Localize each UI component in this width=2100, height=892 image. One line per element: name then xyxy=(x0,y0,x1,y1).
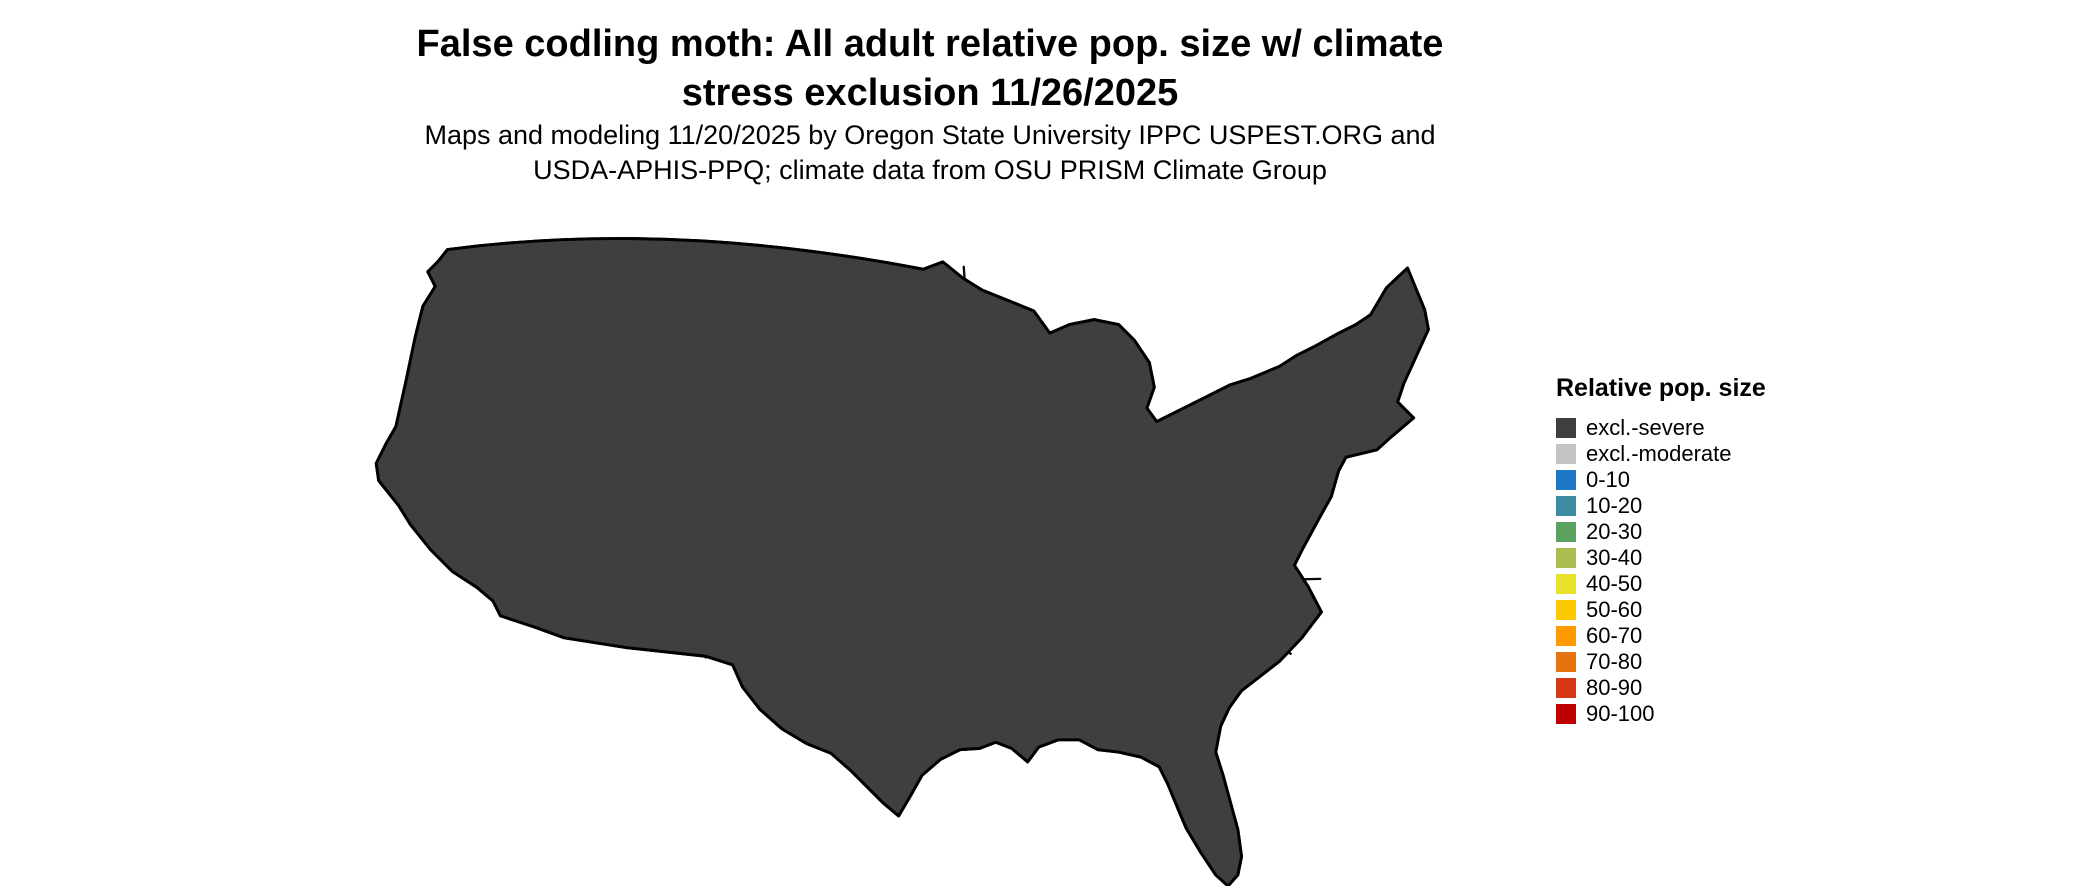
legend-item-label: 90-100 xyxy=(1586,701,1655,726)
us-map-svg xyxy=(374,236,1430,886)
legend-swatch xyxy=(1556,548,1576,568)
legend-swatch xyxy=(1556,522,1576,542)
legend-items: excl.-severe excl.-moderate 0-10 10-20 20-30… xyxy=(1556,415,1766,727)
title-line-1: False codling moth: All adult relative p… xyxy=(416,23,1444,65)
legend-item: 40-50 xyxy=(1556,571,1766,597)
legend-swatch xyxy=(1556,704,1576,724)
legend-item: 50-60 xyxy=(1556,597,1766,623)
legend-swatch xyxy=(1556,496,1576,516)
legend-item-label: 0-10 xyxy=(1586,467,1631,492)
title-line-2: stress exclusion 11/26/2025 xyxy=(681,71,1179,114)
legend-swatch xyxy=(1556,600,1576,620)
us-outline xyxy=(374,236,1430,886)
page-subtitle: Maps and modeling 11/20/2025 by Oregon S… xyxy=(330,118,1530,188)
legend-item-label: 50-60 xyxy=(1586,597,1643,622)
legend-item: 20-30 xyxy=(1556,519,1766,545)
legend-item-label: 40-50 xyxy=(1586,571,1643,596)
legend-item-label: 10-20 xyxy=(1586,493,1643,518)
legend-item: 60-70 xyxy=(1556,623,1766,649)
subtitle-line-2: USDA-APHIS-PPQ; climate data from OSU PR… xyxy=(533,155,1327,186)
legend-item-label: excl.-moderate xyxy=(1586,441,1732,466)
legend-item-label: 30-40 xyxy=(1586,545,1643,570)
legend-title: Relative pop. size xyxy=(1556,374,1766,402)
legend-item-label: 60-70 xyxy=(1586,623,1643,648)
page-title: False codling moth: All adult relative p… xyxy=(330,20,1530,117)
legend-item: 70-80 xyxy=(1556,649,1766,675)
legend-swatch xyxy=(1556,444,1576,464)
legend-item: 80-90 xyxy=(1556,675,1766,701)
legend-item: 30-40 xyxy=(1556,545,1766,571)
subtitle-line-1: Maps and modeling 11/20/2025 by Oregon S… xyxy=(424,120,1436,150)
legend-item: 10-20 xyxy=(1556,493,1766,519)
legend-item-label: 70-80 xyxy=(1586,649,1643,674)
us-map xyxy=(300,198,1480,886)
legend-item-label: 20-30 xyxy=(1586,519,1643,544)
legend: Relative pop. size excl.-severe excl.-mod… xyxy=(1556,374,1766,727)
legend-item-label: excl.-severe xyxy=(1586,415,1705,440)
legend-item: excl.-severe xyxy=(1556,415,1766,441)
legend-item: excl.-moderate xyxy=(1556,441,1766,467)
legend-swatch xyxy=(1556,470,1576,490)
legend-swatch xyxy=(1556,418,1576,438)
legend-swatch xyxy=(1556,678,1576,698)
legend-swatch xyxy=(1556,652,1576,672)
legend-item: 0-10 xyxy=(1556,467,1766,493)
legend-swatch xyxy=(1556,626,1576,646)
legend-item-label: 80-90 xyxy=(1586,675,1643,700)
legend-item: 90-100 xyxy=(1556,701,1766,727)
legend-swatch xyxy=(1556,574,1576,594)
